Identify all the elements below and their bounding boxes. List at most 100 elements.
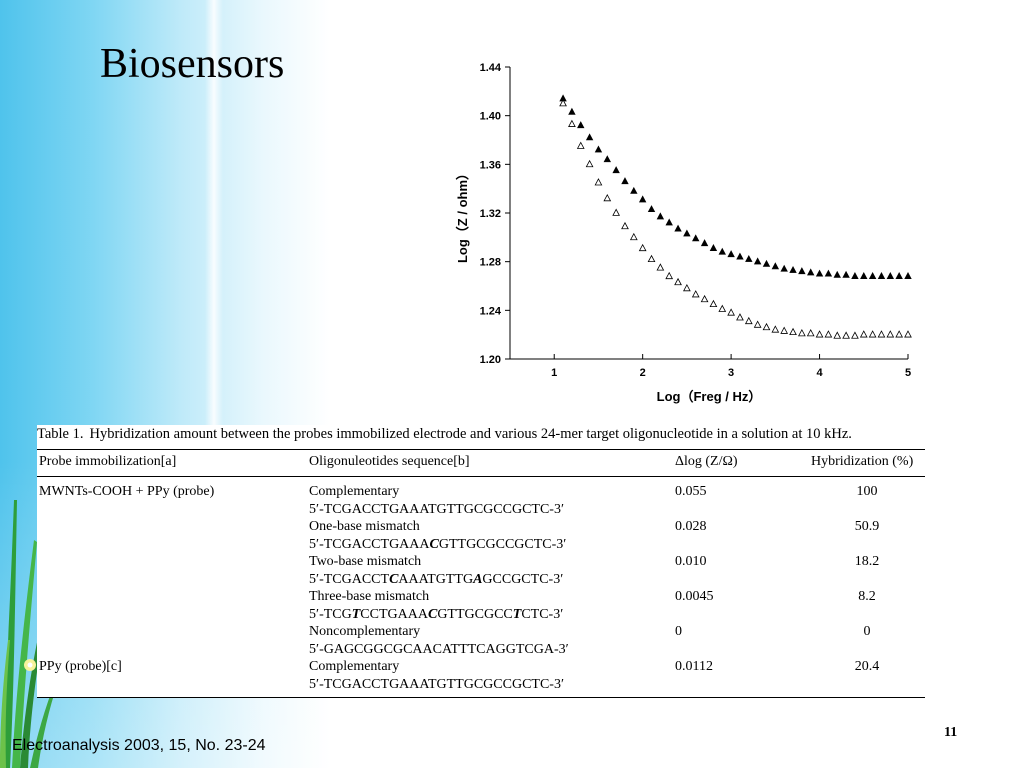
data-point-open [877, 330, 886, 338]
y-tick-label: 1.40 [480, 111, 501, 123]
sequence-name: Three-base mismatch [309, 589, 430, 604]
data-point-open [674, 277, 682, 286]
data-point-open [868, 330, 877, 338]
data-point-filled [753, 257, 762, 265]
sequence-segment: AAATGTTG [398, 571, 474, 587]
y-axis-title: Log（Z / ohm） [455, 167, 470, 263]
sequence-segment: 5′-TCGACCTGAAA [309, 536, 430, 552]
sequence-text: 5′-TCGACCTCAAATGTTGAGCCGCTC-3′ [309, 571, 671, 589]
cell-hybridization: 18.2 [854, 554, 880, 569]
cell-delta: 0.010 [675, 554, 707, 569]
mismatch-base: C [427, 606, 438, 622]
cell-delta: 0.028 [675, 519, 707, 534]
data-point-filled [798, 267, 806, 275]
table-caption: Table 1. Hybridization amount between the… [37, 425, 925, 449]
table-row: One-base mismatch 5′-TCGACCTGAAACGTTGCGCC… [37, 518, 925, 553]
table-row: Two-base mismatch 5′-TCGACCTCAAATGTTGAGCC… [37, 553, 925, 588]
data-point-open [700, 294, 709, 303]
table-row: MWNTs-COOH + PPy (probe) Complementary 5′-… [37, 477, 925, 519]
data-point-open [833, 331, 842, 339]
data-point-open [621, 221, 629, 230]
data-point-open [576, 141, 585, 149]
cell-sequence: Three-base mismatch 5′-TCGTCCTGAAACGTTGCG… [307, 588, 673, 623]
sequence-text: 5′-TCGACCTGAAACGTTGCGCCGCTC-3′ [309, 536, 671, 554]
cell-sequence: Complementary 5′-TCGACCTGAAATGTTGCGCCGCTC… [307, 477, 673, 519]
data-point-open [842, 331, 850, 339]
data-point-open [568, 119, 576, 127]
data-point-open [904, 330, 912, 338]
cell-probe [37, 623, 307, 658]
data-point-filled [612, 166, 620, 174]
mismatch-base: T [351, 606, 361, 622]
mismatch-base: C [389, 571, 399, 587]
sequence-segment: CTC-3′ [521, 606, 564, 622]
data-point-open [638, 243, 647, 252]
mismatch-base: T [512, 606, 522, 622]
sequence-segment: 5′-TCGACCTGAAATGTTGCGCCGCTC-3′ [309, 676, 565, 692]
data-point-open [683, 283, 691, 292]
data-point-filled [815, 269, 824, 277]
data-point-filled [718, 247, 726, 255]
sequence-segment: GTTGCGCC [437, 606, 513, 622]
data-point-filled [789, 265, 797, 273]
y-tick-label: 1.44 [480, 62, 502, 74]
data-point-open [559, 99, 567, 107]
x-axis-title: Log（Freg / Hz） [657, 389, 762, 404]
data-point-open [859, 330, 868, 338]
sequence-segment: GTTGCGCCGCTC-3′ [438, 536, 567, 552]
data-point-filled [585, 133, 594, 141]
mismatch-base: A [473, 571, 483, 587]
data-point-filled [842, 270, 850, 278]
data-point-filled [568, 107, 576, 115]
data-point-open [691, 290, 700, 298]
data-point-filled [886, 272, 895, 279]
data-point-open [709, 299, 718, 308]
data-point-open [780, 326, 789, 334]
data-point-filled [868, 272, 877, 279]
table-header-row: Probe immobilization[a] Oligonuleotides … [37, 449, 925, 477]
sequence-name: Two-base mismatch [309, 554, 422, 569]
data-point-open [656, 263, 665, 271]
data-point-open [806, 329, 815, 337]
data-point-filled [709, 244, 718, 251]
x-tick-label: 1 [551, 367, 557, 379]
table-row: Noncomplementary 5′-GAGCGGCGCAACATTTCAGGT… [37, 623, 925, 658]
data-point-filled [727, 250, 735, 258]
data-point-open [789, 327, 797, 336]
data-point-filled [851, 272, 859, 279]
cell-sequence: Two-base mismatch 5′-TCGACCTCAAATGTTGAGCC… [307, 553, 673, 588]
sequence-segment: 5′-GAGCGGCGCAACATTTCAGGTCGA-3′ [309, 641, 569, 657]
y-tick-label: 1.36 [480, 159, 501, 171]
sequence-segment: CCTGAAA [360, 606, 428, 622]
sequence-segment: GCCGCTC-3′ [482, 571, 564, 587]
data-point-open [851, 331, 859, 339]
table-caption-text: Hybridization amount between the probes … [89, 426, 852, 442]
data-point-open [753, 320, 762, 328]
data-point-filled [647, 205, 656, 213]
sequence-name: Complementary [309, 659, 400, 674]
data-point-open [594, 178, 603, 186]
sequence-name: Complementary [309, 484, 400, 499]
cell-sequence: One-base mismatch 5′-TCGACCTGAAACGTTGCGCC… [307, 518, 673, 553]
data-point-filled [683, 229, 691, 237]
data-point-open [886, 330, 895, 338]
slide-background-light-band [205, 0, 223, 520]
mismatch-base: C [429, 536, 439, 552]
cell-hybridization: 100 [856, 484, 878, 499]
data-point-filled [745, 254, 753, 262]
data-point-open [585, 159, 594, 168]
data-point-open [665, 271, 674, 280]
x-tick-label: 4 [816, 367, 823, 379]
cell-probe [37, 518, 307, 553]
data-point-filled [577, 121, 585, 129]
data-point-filled [780, 264, 788, 272]
table-row: Three-base mismatch 5′-TCGTCCTGAAACGTTGCG… [37, 588, 925, 623]
data-point-open [647, 254, 656, 263]
data-point-open [736, 313, 744, 321]
table-label: Table 1. [37, 426, 84, 442]
cell-hybridization: 50.9 [854, 519, 880, 534]
data-point-filled [603, 155, 611, 163]
impedance-chart: 1.20 1.24 1.28 1.32 1.36 1.40 1.44 1 2 3 4 5 Log（F… [455, 62, 912, 404]
cell-delta: 0.0112 [673, 658, 809, 698]
page-number: 11 [944, 725, 958, 740]
